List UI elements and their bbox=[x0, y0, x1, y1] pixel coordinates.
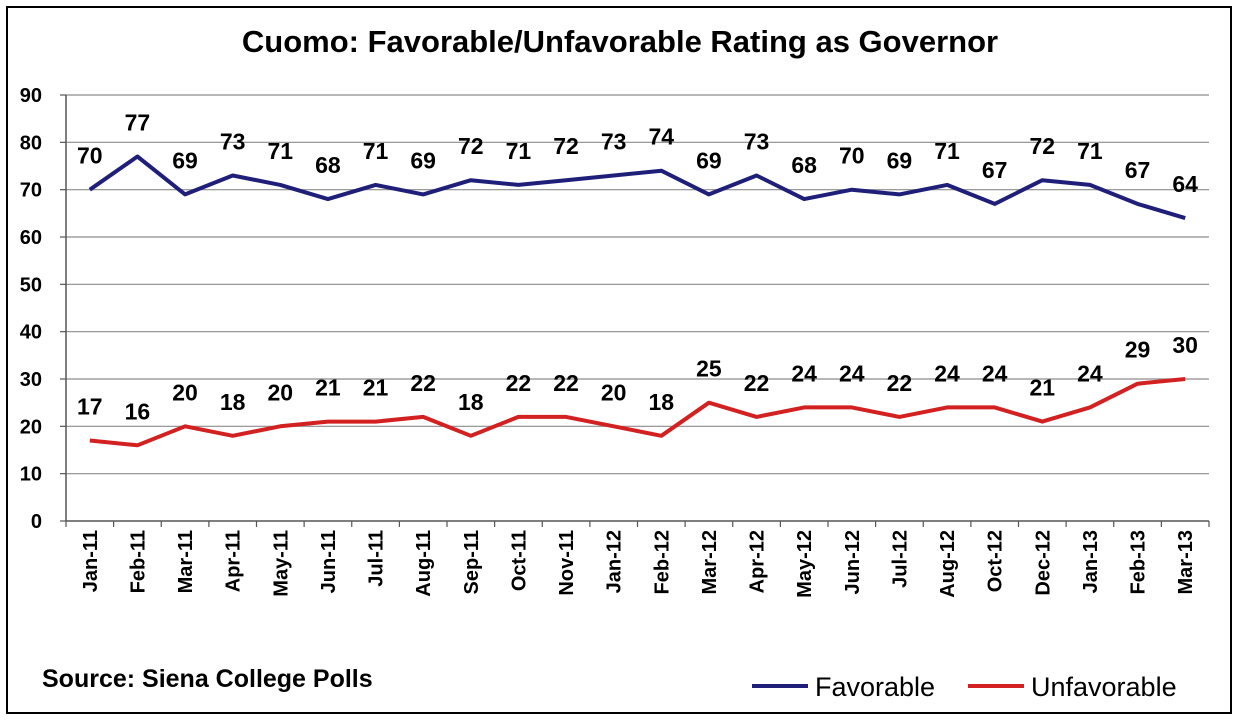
data-label-favorable: 69 bbox=[887, 147, 913, 173]
data-label-favorable: 64 bbox=[1172, 171, 1198, 197]
data-label-unfavorable: 16 bbox=[125, 398, 151, 424]
data-label-favorable: 73 bbox=[220, 128, 246, 154]
data-label-favorable: 69 bbox=[696, 147, 722, 173]
legend: Favorable Unfavorable bbox=[752, 672, 1177, 702]
x-tick-label: May-11 bbox=[270, 530, 292, 597]
data-label-unfavorable: 20 bbox=[172, 379, 198, 405]
data-label-favorable: 67 bbox=[982, 157, 1008, 183]
data-label-unfavorable: 24 bbox=[839, 360, 865, 386]
legend-label-favorable: Favorable bbox=[815, 672, 935, 702]
data-label-unfavorable: 22 bbox=[410, 370, 436, 396]
data-label-favorable: 70 bbox=[77, 143, 103, 169]
x-tick-label: Mar-11 bbox=[175, 530, 197, 593]
x-tick-label: Feb-12 bbox=[651, 530, 673, 594]
data-label-unfavorable: 21 bbox=[315, 375, 341, 401]
data-label-unfavorable: 20 bbox=[601, 379, 627, 405]
x-tick-label: Feb-11 bbox=[127, 530, 149, 593]
series-line-favorable bbox=[88, 154, 1186, 221]
x-tick-label: Oct-11 bbox=[508, 530, 530, 591]
data-label-unfavorable: 20 bbox=[268, 379, 294, 405]
series-lines bbox=[88, 154, 1186, 448]
data-label-favorable: 69 bbox=[410, 147, 436, 173]
data-label-favorable: 71 bbox=[934, 138, 960, 164]
data-label-favorable: 72 bbox=[553, 133, 579, 159]
data-label-favorable: 71 bbox=[363, 138, 389, 164]
y-tick-label: 0 bbox=[31, 511, 42, 533]
x-tick-label: Oct-12 bbox=[985, 530, 1007, 592]
data-label-favorable: 70 bbox=[839, 143, 865, 169]
source-note: Source: Siena College Polls bbox=[42, 665, 373, 693]
y-tick-label: 90 bbox=[20, 85, 42, 107]
data-label-unfavorable: 30 bbox=[1172, 332, 1198, 358]
data-labels: 70 77 69 73 71 68 71 69 72 71 72 73 74 69 73 68 70 69 71 67… bbox=[77, 110, 1198, 425]
x-tick-label: Jan-13 bbox=[1080, 530, 1102, 593]
data-label-favorable: 72 bbox=[458, 133, 484, 159]
x-tick-label: May-12 bbox=[794, 530, 816, 598]
data-label-unfavorable: 24 bbox=[791, 360, 817, 386]
x-tick-label: Apr-11 bbox=[223, 530, 245, 592]
x-tick-label: Aug-12 bbox=[937, 530, 959, 598]
data-label-favorable: 73 bbox=[601, 128, 627, 154]
gridlines bbox=[66, 94, 1209, 475]
x-tick-label: Dec-12 bbox=[1032, 530, 1054, 596]
legend-label-unfavorable: Unfavorable bbox=[1031, 672, 1177, 702]
x-tick-label: Jul-12 bbox=[889, 530, 911, 588]
x-tick-label: Feb-13 bbox=[1128, 530, 1150, 594]
data-label-favorable: 68 bbox=[315, 152, 341, 178]
y-tick-label: 30 bbox=[20, 369, 42, 391]
data-label-unfavorable: 21 bbox=[363, 375, 389, 401]
axes bbox=[60, 94, 1210, 527]
data-label-unfavorable: 18 bbox=[220, 389, 246, 415]
chart-title: Cuomo: Favorable/Unfavorable Rating as G… bbox=[242, 24, 998, 59]
data-label-unfavorable: 24 bbox=[982, 360, 1008, 386]
data-label-unfavorable: 24 bbox=[1077, 360, 1103, 386]
y-tick-label: 60 bbox=[20, 227, 42, 249]
data-label-unfavorable: 21 bbox=[1030, 375, 1056, 401]
x-tick-labels: Jan-11 Feb-11 Mar-11 Apr-11 May-11 Jun-11 Jul-… bbox=[80, 530, 1197, 598]
data-label-favorable: 73 bbox=[744, 128, 770, 154]
data-label-unfavorable: 18 bbox=[649, 389, 675, 415]
data-label-favorable: 71 bbox=[506, 138, 532, 164]
data-label-unfavorable: 17 bbox=[77, 394, 103, 420]
y-tick-labels: 0 10 20 30 40 50 60 70 80 90 bbox=[20, 85, 42, 533]
data-label-unfavorable: 29 bbox=[1125, 337, 1151, 363]
data-label-unfavorable: 22 bbox=[887, 370, 913, 396]
y-tick-label: 40 bbox=[20, 322, 42, 344]
data-label-unfavorable: 22 bbox=[744, 370, 770, 396]
data-label-unfavorable: 22 bbox=[553, 370, 579, 396]
data-label-favorable: 71 bbox=[268, 138, 294, 164]
data-label-favorable: 68 bbox=[791, 152, 817, 178]
data-label-unfavorable: 22 bbox=[506, 370, 532, 396]
x-tick-label: Jul-11 bbox=[366, 530, 388, 587]
data-label-unfavorable: 25 bbox=[696, 356, 722, 382]
data-label-favorable: 72 bbox=[1030, 133, 1056, 159]
data-label-unfavorable: 24 bbox=[934, 360, 960, 386]
x-tick-label: Jun-12 bbox=[842, 530, 864, 594]
series-line-unfavorable bbox=[89, 377, 1186, 448]
y-tick-label: 50 bbox=[20, 274, 42, 296]
x-tick-label: Apr-12 bbox=[747, 530, 769, 593]
x-tick-label: Aug-11 bbox=[413, 530, 435, 597]
x-tick-label: Sep-11 bbox=[461, 530, 483, 594]
y-tick-label: 10 bbox=[20, 464, 42, 486]
data-label-favorable: 74 bbox=[649, 124, 675, 150]
data-label-favorable: 77 bbox=[125, 110, 151, 136]
y-tick-label: 70 bbox=[20, 180, 42, 202]
y-tick-label: 80 bbox=[20, 132, 42, 154]
x-tick-label: Jun-11 bbox=[318, 530, 340, 593]
y-tick-label: 20 bbox=[20, 416, 42, 438]
x-tick-label: Nov-11 bbox=[556, 530, 578, 596]
data-label-favorable: 67 bbox=[1125, 157, 1151, 183]
chart-frame bbox=[6, 6, 1232, 714]
x-tick-label: Jan-11 bbox=[80, 530, 102, 592]
data-label-favorable: 71 bbox=[1077, 138, 1103, 164]
x-tick-label: Jan-12 bbox=[604, 530, 626, 593]
data-label-favorable: 69 bbox=[172, 147, 198, 173]
x-tick-label: Mar-13 bbox=[1175, 530, 1197, 594]
x-tick-label: Mar-12 bbox=[699, 530, 721, 594]
data-label-unfavorable: 18 bbox=[458, 389, 484, 415]
